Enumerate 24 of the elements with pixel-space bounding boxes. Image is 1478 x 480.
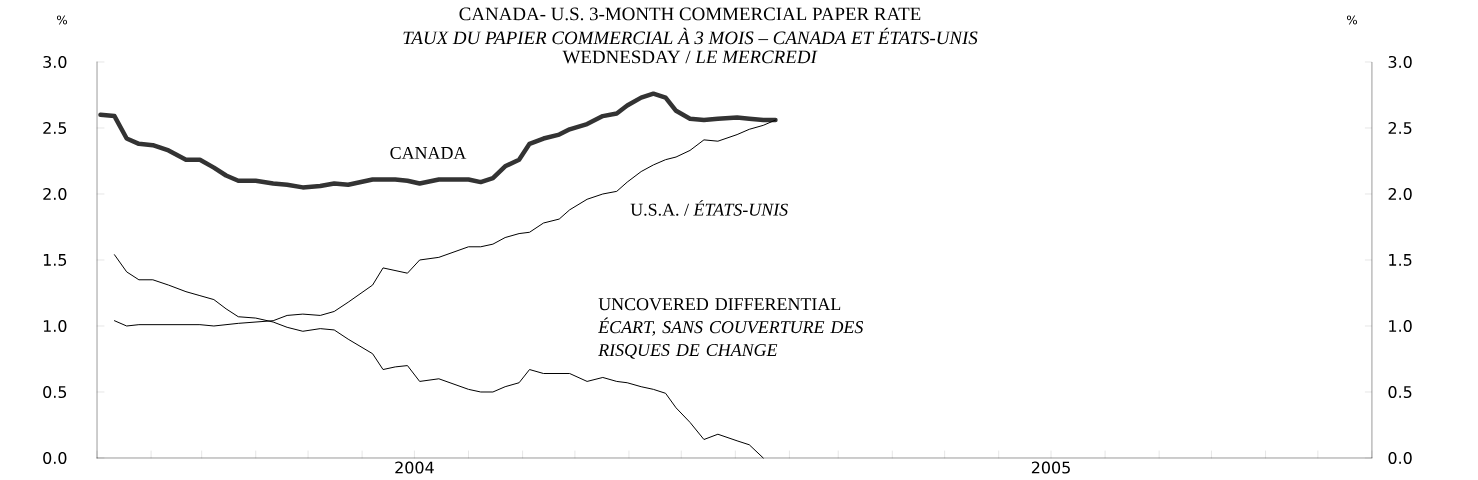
y2-tick-label: 0.5 [1388, 385, 1412, 399]
y2-tick-label: 3.0 [1388, 55, 1412, 69]
y-axis-title: % [56, 15, 68, 25]
y-tick-label: 2.5 [43, 121, 67, 135]
y2-axis-title: % [1346, 15, 1358, 25]
y2-tick-label: 1.0 [1389, 319, 1412, 333]
series-label: UNCOVERED DIFFERENTIAL ÉCART, SANS COUVERTURE DES RISQUES DE CHANGE [598, 298, 864, 359]
y-tick-label: 3.0 [43, 55, 67, 69]
series-label: CANADA [390, 146, 467, 160]
y2-tick-label: 2.5 [1388, 121, 1412, 135]
y-tick-label: 0.5 [43, 385, 67, 399]
y2-tick-label: 0.0 [1388, 451, 1412, 465]
series-label: U.S.A. / ÉTATS-UNIS [630, 200, 788, 216]
x-tick-label: 2005 [1031, 461, 1070, 474]
y-tick-label: 1.0 [43, 319, 67, 333]
x-tick-label: 2004 [395, 461, 434, 474]
chart-subtitle: TAUX DU PAPIER COMMERCIAL À 3 MOIS – CANADA ET ÉTATS-UNIS [403, 27, 978, 45]
y2-tick-label: 1.5 [1389, 254, 1412, 266]
annotation: WEDNESDAY / LE MERCREDI [562, 50, 818, 64]
y-tick-label: 0.0 [43, 451, 67, 465]
y2-tick-label: 2.0 [1388, 187, 1412, 201]
y-tick-label: 2.0 [43, 187, 67, 201]
y-tick-label: 1.5 [43, 254, 67, 266]
chart-title: CANADA- U.S. 3-MONTH COMMERCIAL PAPER RATE [459, 7, 921, 21]
